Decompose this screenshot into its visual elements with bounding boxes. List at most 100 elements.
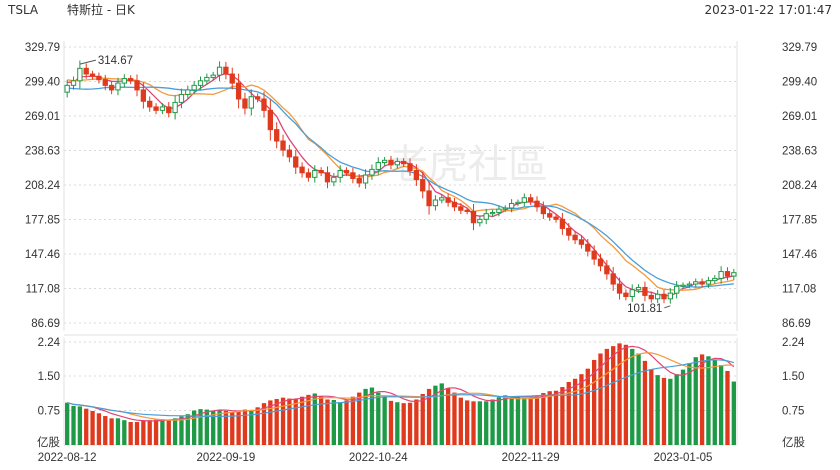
candle-body: [254, 96, 261, 100]
candle-body: [553, 216, 559, 220]
candle: [185, 85, 191, 99]
price-tick-right: 86.69: [782, 318, 811, 330]
volume-bar: [299, 396, 305, 445]
candle: [254, 93, 261, 103]
candle: [305, 168, 312, 182]
price-tick-left: 208.24: [25, 180, 61, 192]
candle: [337, 165, 343, 183]
volume-bar: [471, 401, 476, 445]
volume-bar: [331, 399, 336, 445]
volume-bar: [445, 388, 451, 445]
candle: [680, 282, 686, 290]
volume-bar: [77, 406, 83, 445]
price-tick-right: 208.24: [782, 180, 818, 192]
candle-body: [356, 177, 362, 184]
volume-bar: [230, 412, 235, 445]
candle-body: [64, 84, 70, 93]
candle: [64, 80, 70, 98]
volume-bar: [477, 401, 483, 445]
date-tick: 2022-08-12: [38, 452, 97, 464]
date-tick: 2022-11-29: [502, 452, 560, 464]
volume-bar: [572, 378, 578, 445]
candle-body: [661, 293, 667, 300]
price-tick-right: 329.79: [782, 42, 817, 54]
candle: [610, 266, 616, 291]
volume-bar: [217, 410, 222, 445]
volume-bar: [407, 402, 413, 445]
volume-bar: [630, 348, 635, 445]
candle: [248, 89, 254, 116]
volume-bar: [261, 403, 267, 445]
volume-bar: [211, 410, 216, 445]
candle: [661, 289, 667, 304]
volume-bar: [191, 410, 197, 445]
volume-bars: [65, 343, 736, 445]
volume-bar: [699, 354, 705, 445]
candle-body: [204, 76, 210, 82]
volume-bar: [642, 360, 648, 445]
candle-body: [102, 79, 108, 86]
candle: [591, 245, 597, 265]
candle-body: [718, 271, 724, 279]
volume-tick-left: 1.50: [38, 371, 60, 383]
candle: [369, 164, 375, 180]
volume-unit-right: 亿股: [782, 436, 805, 449]
volume-bar: [617, 343, 622, 445]
candle: [432, 195, 439, 211]
price-tick-left: 147.46: [25, 249, 60, 261]
volume-bar: [509, 396, 514, 445]
candle: [153, 103, 159, 115]
candle-body: [159, 106, 166, 111]
candle-body: [324, 172, 331, 183]
candle-body: [527, 197, 534, 202]
candle: [635, 284, 642, 294]
candle-body: [216, 66, 223, 76]
candle: [140, 82, 147, 109]
candle: [89, 70, 96, 80]
candle-body: [623, 292, 629, 298]
candle: [77, 60, 83, 89]
candle: [712, 275, 718, 284]
candle: [204, 73, 210, 85]
volume-bar: [465, 400, 470, 445]
volume-bar: [598, 353, 603, 445]
candle: [616, 277, 623, 300]
volume-bar: [484, 401, 489, 445]
candle: [267, 99, 274, 141]
candle: [648, 291, 654, 303]
candle-body: [413, 170, 420, 181]
candle-body: [134, 80, 140, 91]
candle: [534, 196, 540, 212]
candle: [699, 278, 705, 288]
candle-body: [77, 67, 83, 82]
candle-body: [235, 82, 242, 100]
candle: [261, 91, 267, 118]
axis-labels: 329.79 329.79 299.40 299.40 269.01 269.01 238.…: [25, 42, 818, 464]
candle: [502, 205, 508, 212]
annotation-leader: [79, 59, 96, 65]
candle: [464, 207, 470, 215]
candle: [458, 203, 464, 215]
candle: [527, 193, 534, 205]
candlesticks: [64, 60, 737, 304]
volume-bar: [179, 416, 184, 445]
candle-body: [477, 218, 483, 224]
volume-bar: [204, 409, 210, 445]
candle: [693, 278, 699, 288]
volume-ma-line: [67, 359, 734, 418]
candle: [356, 174, 362, 188]
candle: [572, 230, 578, 245]
candle-body: [439, 197, 445, 201]
volume-bar: [541, 393, 546, 445]
candle-body: [381, 159, 388, 164]
volume-bar: [90, 410, 95, 445]
volume-unit-left: 亿股: [37, 436, 60, 449]
candle-body: [210, 74, 216, 78]
volume-bar: [496, 397, 502, 445]
volume-bar: [674, 374, 679, 445]
candle: [299, 162, 305, 178]
candle-body: [369, 168, 375, 176]
candle: [553, 213, 559, 223]
candle: [134, 74, 140, 97]
candle-body: [96, 75, 102, 81]
